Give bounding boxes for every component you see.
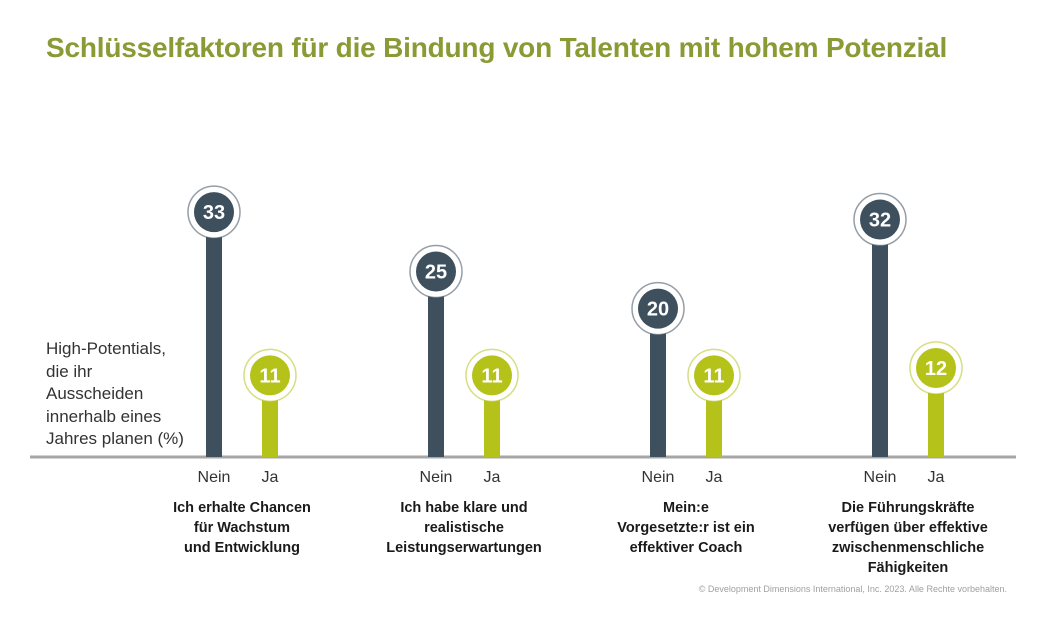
marker-nein-4 — [860, 199, 900, 240]
series-label-nein-4: Nein — [864, 469, 897, 486]
series-label-nein-1: Nein — [198, 469, 231, 486]
marker-ja-1 — [250, 355, 290, 396]
category-label-2: Ich habe klare und realistische Leistungse… — [386, 500, 542, 556]
category-label-line: realistische — [424, 520, 504, 536]
marker-nein-3 — [638, 288, 678, 329]
marker-ja-4 — [916, 347, 956, 388]
data-label-ja-2: 11 — [481, 365, 502, 387]
data-label-nein-2: 25 — [425, 262, 447, 284]
category-label-line: Mein:e — [663, 500, 709, 516]
marker-nein-1 — [194, 192, 234, 233]
category-label-line: Fähigkeiten — [868, 560, 949, 576]
data-label-ja-4: 12 — [925, 358, 947, 380]
bar-nein-2 — [428, 271, 444, 457]
data-label-nein-1: 33 — [203, 202, 225, 224]
series-label-ja-3: Ja — [706, 469, 723, 486]
series-label-ja-1: Ja — [262, 469, 279, 486]
data-label-ja-1: 11 — [259, 365, 280, 387]
series-label-nein-2: Nein — [420, 469, 453, 486]
marker-nein-2 — [416, 251, 456, 292]
bar-nein-1 — [206, 212, 222, 457]
copyright-notice: © Development Dimensions International, … — [698, 584, 1007, 594]
category-label-line: effektiver Coach — [630, 540, 743, 556]
chart-title: Schlüsselfaktoren für die Bindung von Ta… — [46, 32, 948, 63]
category-label-line: Vorgesetzte:r ist ein — [617, 520, 755, 536]
bar-nein-3 — [650, 308, 666, 457]
y-axis-label: High-Potentials, die ihr Ausscheiden inn… — [46, 339, 184, 448]
marker-ja-3 — [694, 355, 734, 396]
series-label-ja-4: Ja — [928, 469, 945, 486]
category-label-1: Ich erhalte Chancen für Wachstum und Entwi… — [173, 500, 311, 556]
category-label-line: Ich erhalte Chancen — [173, 500, 311, 516]
category-label-line: Die Führungskräfte — [842, 500, 975, 516]
category-label-4: Die Führungskräfte verfügen über effektiv… — [828, 500, 988, 576]
category-label-line: und Entwicklung — [184, 540, 300, 556]
category-label-line: Ich habe klare und — [400, 500, 527, 516]
category-label-line: Leistungserwartungen — [386, 540, 542, 556]
series-label-nein-3: Nein — [642, 469, 675, 486]
data-label-nein-3: 20 — [647, 299, 669, 321]
series-label-ja-2: Ja — [484, 469, 501, 486]
category-label-line: zwischenmenschliche — [832, 540, 984, 556]
data-label-ja-3: 11 — [703, 365, 724, 387]
category-label-3: Mein:e Vorgesetzte:r ist ein effektiver Co… — [617, 500, 755, 556]
data-label-nein-4: 32 — [869, 210, 891, 232]
bar-nein-4 — [872, 219, 888, 457]
category-label-line: verfügen über effektive — [828, 520, 988, 536]
category-label-line: für Wachstum — [194, 520, 290, 536]
marker-ja-2 — [472, 355, 512, 396]
